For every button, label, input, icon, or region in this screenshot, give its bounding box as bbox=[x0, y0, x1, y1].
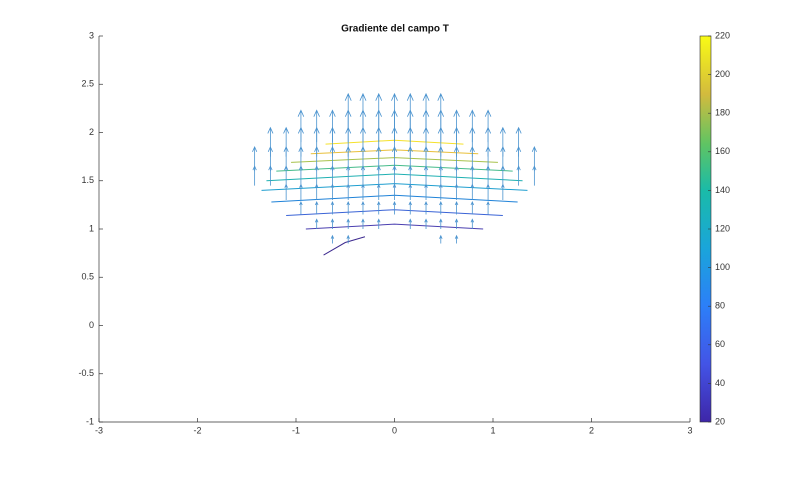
arrow bbox=[501, 183, 505, 201]
arrow bbox=[361, 218, 365, 229]
arrow bbox=[361, 201, 365, 215]
arrow bbox=[424, 218, 428, 229]
arrow bbox=[423, 165, 429, 186]
arrow bbox=[532, 165, 537, 186]
arrow bbox=[361, 183, 365, 201]
colorbar-tick-label: 60 bbox=[715, 339, 725, 349]
arrow bbox=[470, 183, 475, 201]
arrow bbox=[376, 165, 381, 186]
chart-title: Gradiente del campo T bbox=[341, 24, 449, 35]
colorbar-tick-label: 120 bbox=[715, 223, 730, 233]
arrow bbox=[330, 218, 335, 229]
arrow bbox=[439, 218, 443, 229]
y-tick-label: 3 bbox=[89, 30, 94, 40]
arrow bbox=[299, 183, 303, 201]
colorbar-tick-label: 220 bbox=[715, 30, 730, 40]
arrow bbox=[439, 234, 443, 244]
colorbar-tick-label: 140 bbox=[715, 185, 730, 195]
arrow bbox=[454, 218, 459, 229]
arrow bbox=[377, 201, 381, 215]
arrow bbox=[284, 165, 289, 186]
arrow bbox=[454, 165, 459, 186]
arrow bbox=[330, 201, 335, 215]
colorbar-tick-label: 40 bbox=[715, 378, 725, 388]
arrow bbox=[330, 165, 335, 186]
colorbar-tick-label: 180 bbox=[715, 108, 730, 118]
arrow bbox=[408, 201, 412, 215]
arrow bbox=[516, 165, 521, 186]
arrow bbox=[485, 165, 491, 186]
arrow bbox=[346, 183, 350, 201]
arrow bbox=[376, 183, 381, 201]
arrow bbox=[454, 234, 459, 244]
arrow bbox=[284, 183, 288, 201]
arrow bbox=[299, 201, 303, 215]
colorbar-tick-label: 160 bbox=[715, 146, 730, 156]
arrow bbox=[439, 201, 443, 215]
y-tick-label: 2.5 bbox=[81, 79, 94, 89]
arrow bbox=[314, 201, 319, 215]
arrow bbox=[330, 183, 335, 201]
arrow bbox=[470, 218, 475, 229]
arrow bbox=[298, 165, 304, 186]
colorbar-tick-label: 200 bbox=[715, 69, 730, 79]
arrow bbox=[360, 165, 366, 186]
arrow bbox=[424, 183, 428, 201]
arrow bbox=[408, 165, 413, 186]
arrow bbox=[377, 218, 381, 229]
y-tick-label: 1.5 bbox=[81, 175, 94, 185]
arrow bbox=[314, 183, 319, 201]
arrow bbox=[392, 165, 397, 186]
arrow bbox=[470, 165, 475, 186]
y-tick-label: 0.5 bbox=[81, 272, 94, 282]
arrow bbox=[252, 165, 257, 186]
arrow bbox=[408, 183, 413, 201]
x-tick-label: -1 bbox=[292, 425, 300, 435]
colorbar-tick-label: 20 bbox=[715, 416, 725, 426]
contour-line bbox=[323, 236, 366, 256]
arrow bbox=[392, 201, 397, 215]
arrow bbox=[346, 201, 350, 215]
arrow bbox=[470, 201, 475, 215]
colorbar-tick-label: 80 bbox=[715, 301, 725, 311]
arrow bbox=[392, 183, 397, 201]
arrow bbox=[439, 183, 443, 201]
arrow bbox=[408, 218, 412, 229]
y-tick-label: 0 bbox=[89, 320, 94, 330]
colorbar-tick-label: 100 bbox=[715, 262, 730, 272]
arrow bbox=[454, 183, 459, 201]
y-tick-label: -1 bbox=[86, 416, 94, 426]
arrow bbox=[438, 165, 443, 186]
arrow bbox=[346, 218, 350, 229]
arrow bbox=[330, 234, 335, 244]
contour-line bbox=[305, 223, 484, 230]
arrow bbox=[314, 218, 319, 229]
y-tick-label: 2 bbox=[89, 127, 94, 137]
x-tick-label: -3 bbox=[95, 425, 103, 435]
x-tick-label: -2 bbox=[193, 425, 201, 435]
y-tick-label: 1 bbox=[89, 223, 94, 233]
arrow bbox=[424, 201, 428, 215]
arrow bbox=[268, 165, 273, 186]
y-tick-label: -0.5 bbox=[78, 368, 94, 378]
arrow bbox=[486, 201, 490, 215]
x-tick-label: 3 bbox=[687, 425, 692, 435]
arrow bbox=[454, 201, 459, 215]
arrow bbox=[314, 165, 319, 186]
arrow bbox=[500, 165, 505, 186]
arrow bbox=[346, 165, 351, 186]
x-tick-label: 1 bbox=[490, 425, 495, 435]
arrow bbox=[486, 183, 490, 201]
x-tick-label: 0 bbox=[392, 425, 397, 435]
x-tick-label: 2 bbox=[589, 425, 594, 435]
arrow bbox=[346, 234, 350, 244]
